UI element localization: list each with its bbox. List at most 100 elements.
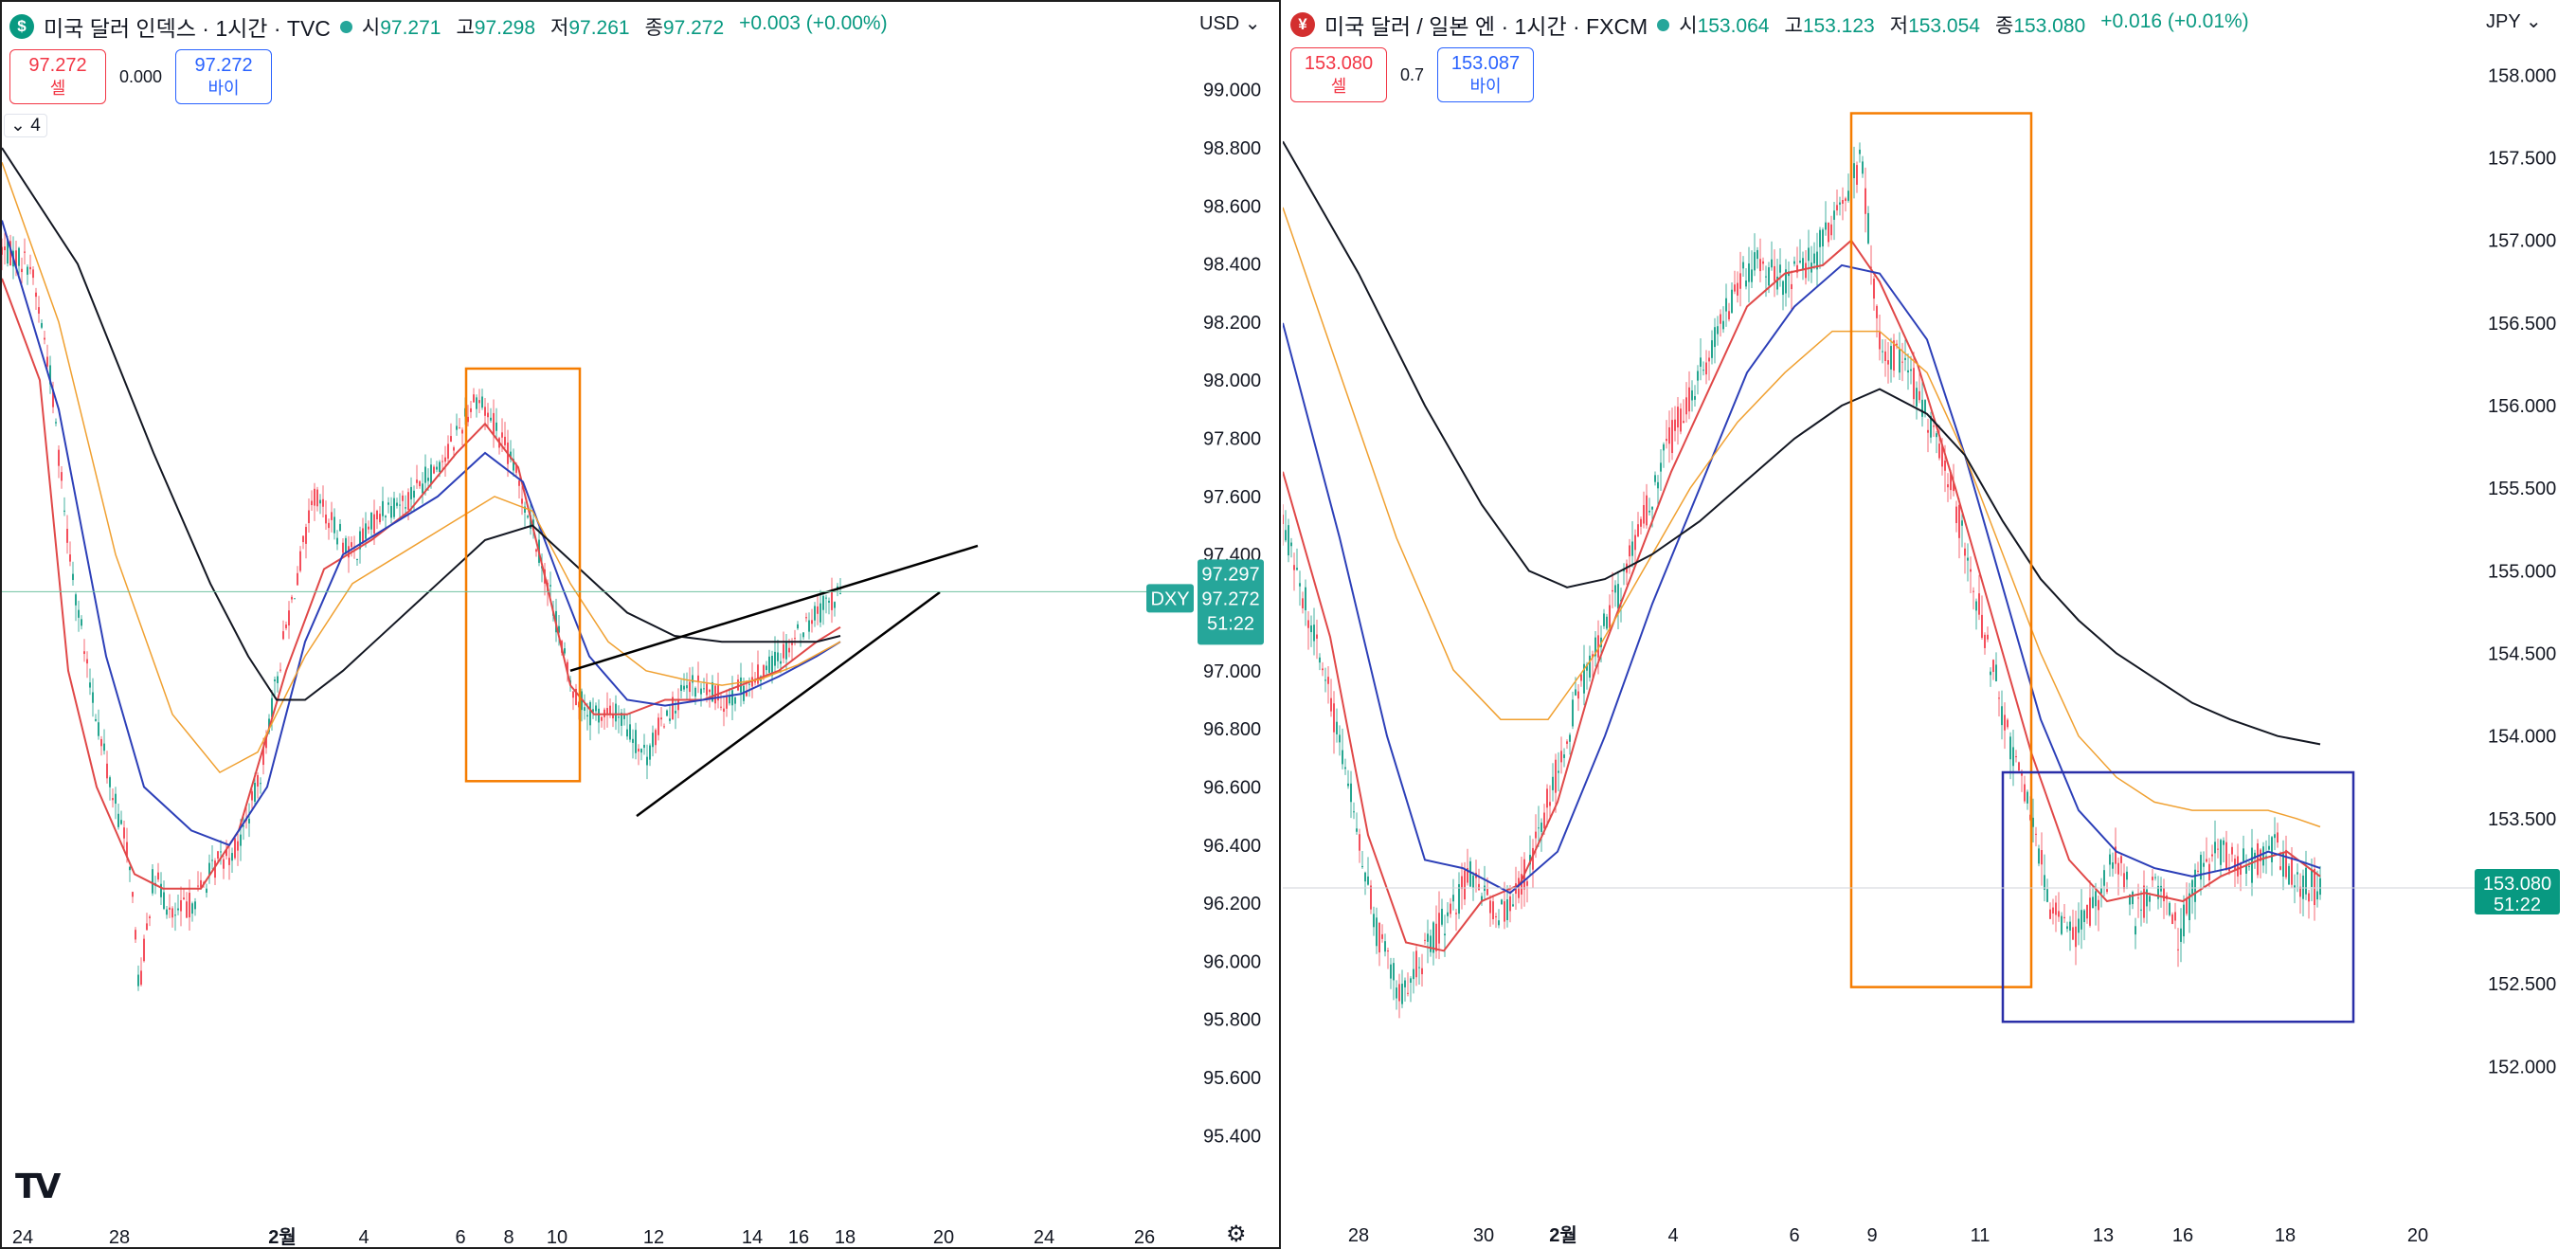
candle-body: [1376, 917, 1378, 947]
candle-body: [1879, 332, 1881, 350]
candle-body: [1415, 950, 1417, 978]
candle-body: [2, 246, 3, 255]
candle-body: [328, 522, 330, 529]
candle-body: [2243, 848, 2244, 862]
candle-body: [1967, 557, 1969, 561]
candle-body: [2248, 865, 2250, 867]
candle-body: [288, 610, 290, 626]
y-tick-label: 158.000: [2488, 65, 2556, 86]
candle-body: [2135, 926, 2136, 935]
candle-body: [584, 707, 585, 711]
candle-body: [285, 624, 287, 628]
usdjpy-ohlc-item: 시153.064: [1679, 10, 1769, 39]
candle-body: [2171, 914, 2173, 924]
candle-body: [2075, 926, 2077, 948]
candle-body: [382, 500, 384, 516]
usdjpy-chart-canvas[interactable]: 158.000 157.500 157.000 156.500 156.000 155.5…: [1283, 0, 2576, 1249]
candle-body: [2078, 918, 2080, 933]
candle-body: [174, 914, 176, 916]
candle-body: [549, 585, 551, 587]
candle-body: [1819, 229, 1821, 247]
candle-body: [135, 930, 136, 940]
settings-icon[interactable]: ⚙: [1226, 1222, 1247, 1247]
candle-body: [2120, 856, 2122, 863]
dxy-chart-pane[interactable]: 99.000 98.800 98.600 98.400 98.200 98.000 97.8…: [0, 0, 1281, 1249]
x-tick-label: 16: [788, 1227, 809, 1248]
candle-body: [2146, 889, 2148, 907]
candle-body: [27, 266, 28, 275]
candle-body: [1566, 741, 1568, 744]
candle-body: [820, 603, 821, 623]
candle-body: [1643, 505, 1645, 524]
candle-body: [89, 682, 91, 688]
candle-body: [1873, 278, 1875, 299]
usdjpy-buy-button[interactable]: 153.087 바이: [1437, 47, 1535, 102]
candle-body: [1512, 904, 1514, 907]
candle-body: [1333, 703, 1335, 733]
candle-body: [342, 542, 344, 553]
candle-body: [1924, 400, 1926, 414]
dxy-ohlc-key: 고: [456, 17, 475, 39]
candle-body: [1299, 583, 1301, 587]
candle-body: [58, 449, 60, 466]
candle-body: [1728, 311, 1730, 319]
candle-body: [1973, 590, 1974, 592]
candle-body: [1660, 462, 1662, 472]
candle-body: [1441, 909, 1443, 925]
indicators-collapse-button[interactable]: ⌄ 4: [4, 114, 47, 137]
candle-body: [720, 706, 722, 708]
x-tick-label: 6: [455, 1227, 465, 1248]
usdjpy-chart-pane[interactable]: 158.000 157.500 157.000 156.500 156.000 155.5…: [1283, 0, 2576, 1249]
candle-body: [274, 679, 276, 681]
x-tick-label: 2월: [1549, 1224, 1577, 1246]
candle-body: [302, 535, 304, 543]
candle-body: [615, 703, 617, 722]
candle-body: [734, 697, 736, 704]
candle-body: [1887, 360, 1889, 365]
dxy-chart-canvas[interactable]: 99.000 98.800 98.600 98.400 98.200 98.000 97.8…: [2, 2, 1281, 1249]
dxy-buy-button[interactable]: 97.272 바이: [175, 49, 273, 104]
dxy-sell-button[interactable]: 97.272 셀: [9, 49, 106, 104]
candle-body: [200, 879, 202, 888]
candle-body: [1504, 901, 1505, 922]
candle-body: [2314, 868, 2315, 906]
y-tick-label: 155.000: [2488, 561, 2556, 582]
candle-body: [345, 537, 347, 554]
candle-body: [1330, 697, 1332, 712]
dxy-title[interactable]: 미국 달러 인덱스 · 1시간 · TVC: [44, 16, 331, 41]
candle-body: [2220, 840, 2222, 865]
candle-body: [86, 659, 88, 664]
x-tick-label: 13: [2093, 1225, 2114, 1246]
candle-body: [314, 488, 315, 506]
candle-body: [2004, 715, 2006, 731]
candle-body: [92, 692, 94, 703]
candle-body: [2299, 886, 2301, 897]
candle-body: [2225, 842, 2227, 870]
candle-body: [2117, 862, 2119, 875]
candle-body: [663, 726, 665, 728]
candle-body: [450, 436, 452, 442]
candle-body: [510, 451, 512, 460]
candle-body: [2089, 897, 2091, 926]
y-tick-label: 96.400: [1203, 836, 1261, 857]
candle-body: [495, 422, 497, 431]
candle-body: [109, 777, 111, 787]
dxy-sell-label: 셀: [49, 79, 66, 98]
candle-body: [1597, 635, 1599, 658]
usdjpy-currency-select[interactable]: JPY ⌄: [2478, 8, 2549, 35]
usdjpy-title[interactable]: 미국 달러 / 일본 엔 · 1시간 · FXCM: [1324, 14, 1648, 39]
candle-body: [1313, 624, 1315, 642]
dxy-currency-select[interactable]: USD ⌄: [1192, 9, 1269, 37]
candle-body: [7, 239, 9, 264]
candle-body: [356, 558, 358, 560]
usdjpy-sell-button[interactable]: 153.080 셀: [1290, 47, 1387, 102]
candle-body: [621, 713, 622, 726]
candle-body: [515, 464, 517, 473]
candle-body: [1307, 620, 1309, 628]
candle-body: [1657, 481, 1659, 489]
candle-body: [1401, 984, 1403, 1005]
candle-body: [2095, 891, 2097, 907]
candle-body: [712, 681, 713, 702]
candle-body: [120, 820, 122, 824]
tradingview-logo[interactable]: TV: [15, 1168, 61, 1206]
